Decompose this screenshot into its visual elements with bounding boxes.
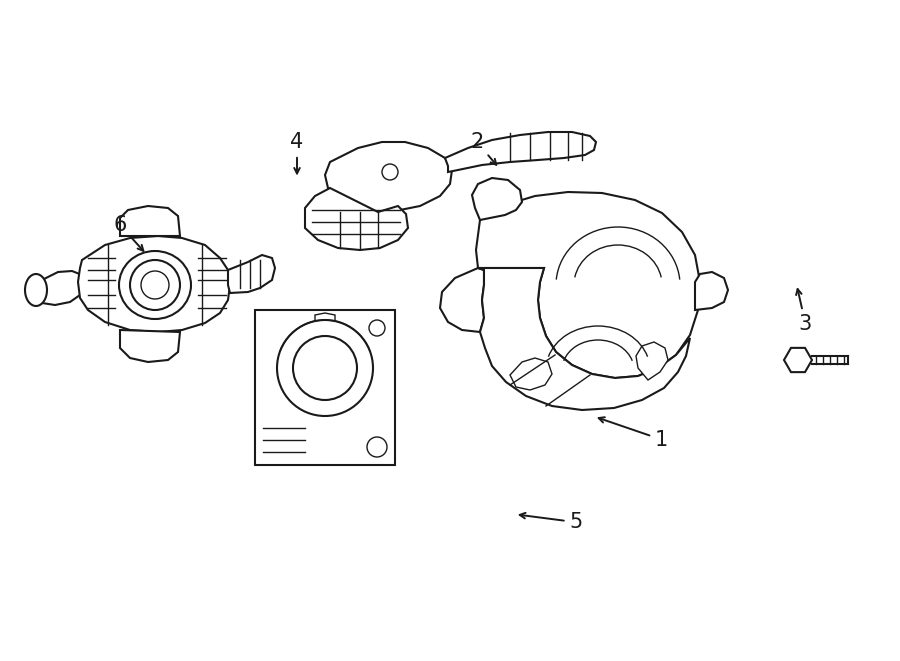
Circle shape bbox=[369, 320, 385, 336]
Polygon shape bbox=[478, 268, 690, 410]
Polygon shape bbox=[325, 142, 452, 212]
Polygon shape bbox=[472, 178, 522, 220]
Text: 1: 1 bbox=[598, 417, 668, 449]
Circle shape bbox=[130, 260, 180, 310]
Polygon shape bbox=[120, 330, 180, 362]
Polygon shape bbox=[440, 268, 484, 332]
Polygon shape bbox=[784, 348, 812, 372]
Text: 2: 2 bbox=[471, 132, 496, 165]
Text: 5: 5 bbox=[519, 512, 582, 532]
Polygon shape bbox=[38, 271, 84, 305]
Text: 6: 6 bbox=[113, 215, 143, 251]
Text: 3: 3 bbox=[796, 289, 812, 334]
Polygon shape bbox=[510, 358, 552, 390]
Circle shape bbox=[367, 437, 387, 457]
Polygon shape bbox=[695, 272, 728, 310]
Polygon shape bbox=[120, 206, 180, 236]
Polygon shape bbox=[476, 192, 700, 378]
Ellipse shape bbox=[25, 274, 47, 306]
Polygon shape bbox=[315, 313, 335, 328]
Polygon shape bbox=[636, 342, 668, 380]
Ellipse shape bbox=[119, 251, 191, 319]
Circle shape bbox=[277, 320, 373, 416]
Polygon shape bbox=[78, 236, 230, 332]
Circle shape bbox=[293, 336, 357, 400]
Polygon shape bbox=[228, 255, 275, 293]
Polygon shape bbox=[255, 310, 395, 465]
Polygon shape bbox=[445, 132, 596, 172]
Text: 4: 4 bbox=[291, 132, 303, 174]
Circle shape bbox=[382, 164, 398, 180]
Polygon shape bbox=[305, 188, 408, 250]
